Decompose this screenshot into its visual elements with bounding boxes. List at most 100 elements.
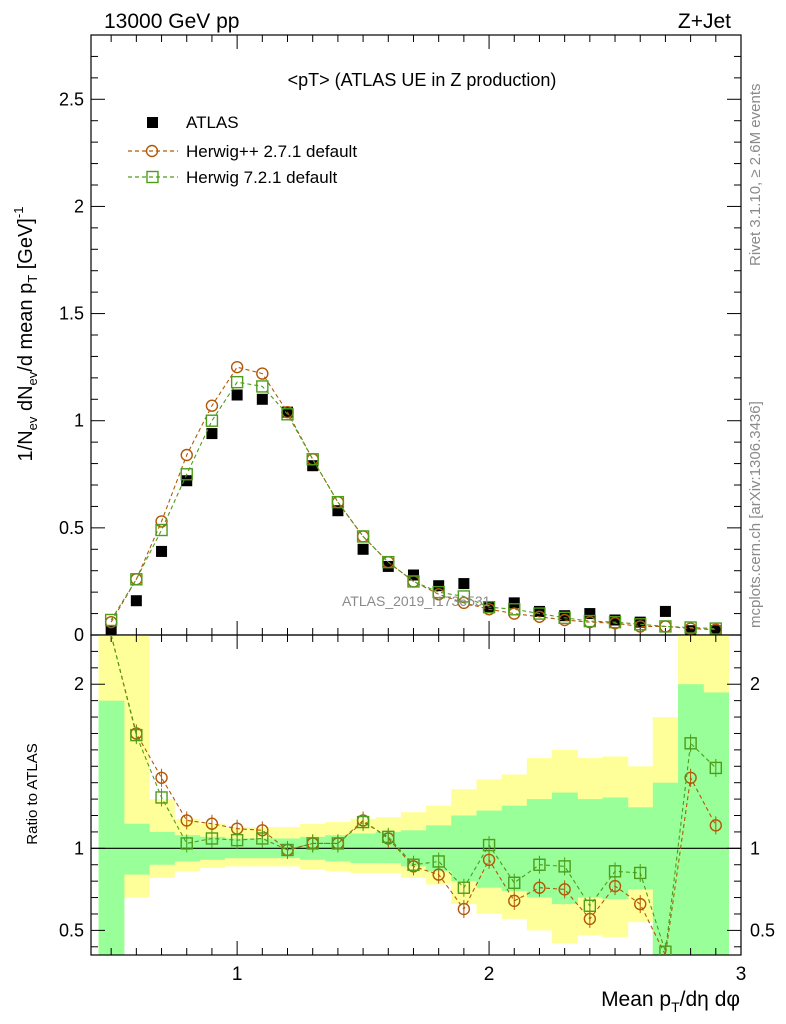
ratio-point-s1-22 <box>659 945 672 955</box>
main-point-s1-5 <box>230 360 244 374</box>
ratio-point-s1-7 <box>281 843 294 857</box>
ratio-point-s1-20 <box>608 865 622 878</box>
ratio-point-s1-23 <box>684 737 697 750</box>
main-point-s2-7 <box>281 408 294 421</box>
main-point-s2-13 <box>432 585 445 599</box>
ratio-series-group <box>110 635 723 955</box>
ratio-point-s1-3 <box>180 837 193 850</box>
ratio-point-s0-23 <box>684 771 697 784</box>
ratio-point-s1-17 <box>533 858 546 871</box>
y-axis-label-main: 1/Nev dNev/d mean pT [GeV]-1 <box>11 207 40 462</box>
main-point-s0-13 <box>433 580 445 592</box>
ratio-point-s1-12 <box>407 858 420 871</box>
ratio-point-s1-5 <box>230 833 244 847</box>
main-point-s2-23 <box>684 621 697 634</box>
legend: ATLAS Herwig++ 2.7.1 default Herwig 7.2.… <box>128 113 357 187</box>
ratio-xtick-label: 2 <box>484 964 495 985</box>
ratio-ytick-label-right: 2 <box>750 674 760 694</box>
ratio-xtick-label: 1 <box>232 964 243 985</box>
header-left: 13000 GeV pp <box>104 10 239 33</box>
main-point-s2-10 <box>356 530 370 543</box>
ratio-point-s0-15 <box>482 853 496 867</box>
main-point-s2-21 <box>634 618 647 631</box>
ratio-point-s0-4 <box>205 817 219 830</box>
legend-label-atlas: ATLAS <box>186 113 239 132</box>
main-point-s0-5 <box>231 389 243 401</box>
main-point-s1-14 <box>457 596 471 610</box>
main-point-s0-0 <box>105 625 117 637</box>
ratio-point-s1-15 <box>482 838 496 852</box>
ratio-ytick-label-right: 0.5 <box>750 920 775 940</box>
ratio-point-s0-2 <box>155 771 168 784</box>
ratio-point-s1-11 <box>382 830 395 844</box>
ratio-plot: 0.5 0.5 1 1 2 2 1 2 3 <box>59 634 775 985</box>
main-point-s2-17 <box>533 607 546 620</box>
main-point-s2-15 <box>482 600 496 614</box>
main-point-s0-6 <box>256 393 268 405</box>
main-point-s0-24 <box>710 625 722 637</box>
ratio-point-s0-20 <box>608 879 622 893</box>
ratio-point-s1-19 <box>583 899 597 912</box>
main-point-s2-5 <box>230 375 244 389</box>
main-point-s2-16 <box>508 603 521 616</box>
main-point-s1-3 <box>180 448 193 462</box>
ratio-point-s1-18 <box>558 860 571 873</box>
main-point-s2-2 <box>155 523 168 537</box>
analysis-watermark: ATLAS_2019_I1736531 <box>342 593 491 609</box>
y-axis-label-ratio: Ratio to ATLAS <box>24 743 41 844</box>
ratio-point-s1-24 <box>709 761 723 775</box>
mcplots-reference-label: mcplots.cern.ch [arXiv:1306.3436] <box>747 401 764 628</box>
main-point-s2-3 <box>180 468 193 481</box>
band-green-23 <box>678 684 704 955</box>
legend-label-herwigpp: Herwig++ 2.7.1 default <box>186 142 357 161</box>
main-point-s2-0 <box>104 613 118 627</box>
main-point-s0-18 <box>559 610 571 622</box>
ratio-point-s1-1 <box>130 728 143 742</box>
ratio-point-s0-24 <box>709 819 723 832</box>
rivet-version-label: Rivet 3.1.10, ≥ 2.6M events <box>747 84 764 267</box>
main-point-s2-18 <box>558 611 571 625</box>
main-point-s2-14 <box>457 590 471 603</box>
main-ytick-label: 1.5 <box>59 304 84 324</box>
ratio-point-s1-2 <box>155 791 168 804</box>
ratio-ytick-label-left: 1 <box>74 838 84 858</box>
ratio-ytick-label-right: 1 <box>750 838 760 858</box>
legend-label-herwig7: Herwig 7.2.1 default <box>186 168 337 187</box>
ratio-point-s1-21 <box>634 866 647 880</box>
main-point-s2-9 <box>331 495 345 509</box>
main-point-s0-16 <box>508 597 520 609</box>
band-green-22 <box>652 782 679 955</box>
main-point-s0-14 <box>458 578 470 590</box>
main-series-line-2 <box>110 381 716 630</box>
main-point-s0-11 <box>382 560 394 572</box>
legend-marker-atlas <box>147 117 158 128</box>
ratio-series-1 <box>110 635 723 955</box>
main-point-s0-3 <box>181 475 193 487</box>
main-point-s0-9 <box>332 505 344 517</box>
plot-title: <pT> (ATLAS UE in Z production) <box>288 70 557 90</box>
uncertainty-bands <box>98 635 730 955</box>
ratio-point-s0-21 <box>634 897 647 911</box>
main-series-2 <box>104 375 723 635</box>
main-point-s0-20 <box>609 614 621 626</box>
main-point-s2-11 <box>382 555 395 569</box>
main-point-s1-6 <box>256 367 269 380</box>
main-point-s0-8 <box>307 460 319 472</box>
main-point-s0-21 <box>634 616 646 628</box>
ratio-point-s0-17 <box>533 881 546 894</box>
ratio-point-s1-9 <box>331 837 345 850</box>
legend-marker-herwigpp <box>145 144 159 158</box>
main-point-s2-4 <box>205 414 219 427</box>
ratio-point-s1-8 <box>306 837 319 850</box>
main-ytick-label: 2 <box>74 196 84 216</box>
main-point-s2-20 <box>608 615 622 629</box>
main-point-s2-12 <box>407 575 420 588</box>
main-ytick-label: 2.5 <box>59 89 84 109</box>
main-point-s1-4 <box>205 399 219 412</box>
main-ytick-label: 1 <box>74 411 84 431</box>
main-series-0 <box>105 389 722 637</box>
main-plot: 0 0.5 1 1.5 2 2.5 <box>59 34 742 645</box>
header-right: Z+Jet <box>678 10 731 33</box>
main-point-s2-8 <box>306 453 319 466</box>
